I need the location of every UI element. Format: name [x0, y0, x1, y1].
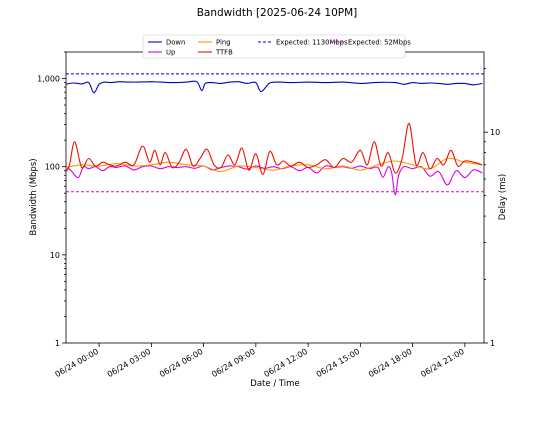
x-tick-label: 06/24 15:00 — [315, 347, 362, 379]
x-tick-label: 06/24 06:00 — [158, 347, 205, 379]
series-line-ttfb — [65, 122, 483, 176]
legend-label-expected-52mbps: Expected: 52Mbps — [348, 39, 411, 47]
plot-frame — [65, 51, 485, 344]
y-right-axis: 1 10 — [484, 68, 500, 348]
x-tick-label: 06/24 00:00 — [53, 347, 100, 379]
x-tick-label: 06/24 21:00 — [419, 347, 466, 379]
y-left-tick-label: 10 — [50, 251, 60, 260]
x-axis-label: Date / Time — [250, 379, 299, 389]
x-axis: 06/24 00:00 06/24 03:00 06/24 06:00 06/24 0… — [53, 343, 466, 379]
legend-label-up: Up — [166, 49, 175, 57]
y-left-axis-label: Bandwidth (Mbps) — [29, 158, 39, 235]
legend-label-ping: Ping — [216, 39, 230, 47]
y-left-tick-label: 1,000 — [37, 75, 60, 84]
x-tick-label: 06/24 18:00 — [367, 347, 414, 379]
series-line-ping — [65, 157, 483, 173]
y-right-tick-label: 10 — [490, 128, 500, 137]
x-tick-label: 06/24 12:00 — [262, 347, 309, 379]
y-left-axis: 1 10 100 1,000 — [37, 51, 66, 348]
series-layer — [65, 73, 484, 196]
legend-label-down: Down — [166, 39, 185, 47]
chart-title: Bandwidth [2025-06-24 10PM] — [197, 7, 358, 19]
legend-label-expected-1130mbps: Expected: 1130Mbps — [276, 39, 348, 47]
x-tick-label: 06/24 09:00 — [210, 347, 257, 379]
y-left-tick-label: 1 — [55, 339, 60, 348]
series-line-down — [65, 80, 483, 94]
x-tick-label: 06/24 03:00 — [106, 347, 153, 379]
series-line-up — [65, 165, 483, 196]
plot-area — [65, 51, 485, 344]
y-right-tick-label: 1 — [490, 339, 495, 348]
legend: Down Up Ping TTFB Expected: 1130Mbps Expected… — [142, 34, 411, 59]
y-left-tick-label: 100 — [45, 163, 60, 172]
legend-label-ttfb: TTFB — [215, 49, 233, 57]
y-right-axis-label: Delay (ms) — [498, 174, 508, 220]
